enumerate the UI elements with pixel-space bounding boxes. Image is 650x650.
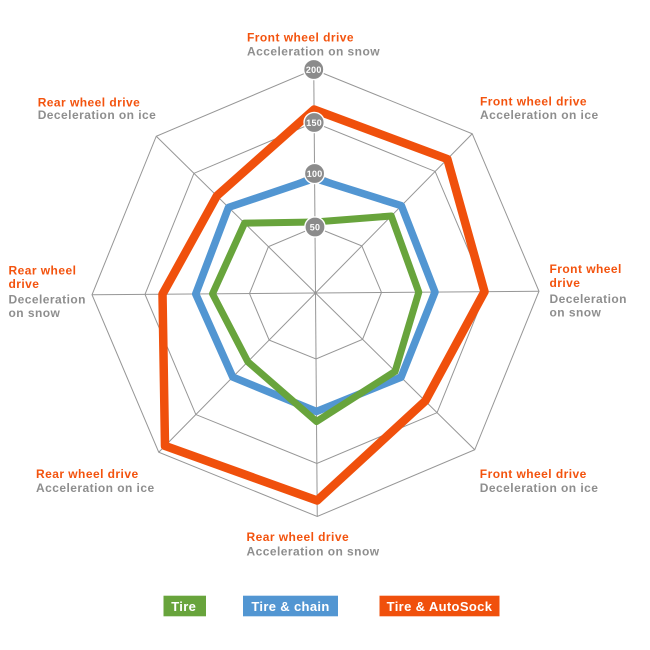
svg-text:150: 150 — [306, 118, 322, 128]
svg-text:Front wheel drive: Front wheel drive — [480, 95, 587, 109]
svg-text:on snow: on snow — [9, 306, 61, 320]
svg-text:Front wheel drive: Front wheel drive — [480, 467, 587, 481]
svg-text:Rear wheel drive: Rear wheel drive — [36, 467, 139, 481]
svg-text:Tire: Tire — [171, 599, 196, 614]
svg-text:Acceleration on ice: Acceleration on ice — [36, 481, 155, 495]
svg-text:Front wheel drive: Front wheel drive — [247, 31, 354, 45]
svg-text:drive: drive — [9, 277, 40, 291]
svg-text:drive: drive — [550, 276, 581, 290]
svg-text:Acceleration on snow: Acceleration on snow — [247, 545, 380, 559]
svg-text:200: 200 — [306, 65, 322, 75]
svg-text:Deceleration: Deceleration — [9, 293, 86, 307]
svg-text:on snow: on snow — [550, 305, 602, 319]
svg-text:Front wheel: Front wheel — [550, 262, 622, 276]
svg-text:50: 50 — [310, 222, 321, 232]
svg-text:Acceleration on ice: Acceleration on ice — [480, 108, 599, 122]
svg-text:Tire & chain: Tire & chain — [251, 599, 329, 614]
svg-text:Deceleration: Deceleration — [550, 292, 627, 306]
svg-text:Acceleration on snow: Acceleration on snow — [247, 45, 380, 59]
svg-text:Rear wheel: Rear wheel — [9, 264, 77, 278]
svg-text:Rear wheel drive: Rear wheel drive — [247, 530, 350, 544]
svg-text:Rear wheel drive: Rear wheel drive — [38, 96, 141, 110]
svg-text:Deceleration on ice: Deceleration on ice — [480, 481, 599, 495]
svg-text:Tire & AutoSock: Tire & AutoSock — [387, 599, 493, 614]
svg-text:Deceleration on ice: Deceleration on ice — [38, 108, 157, 122]
svg-text:100: 100 — [307, 169, 323, 179]
